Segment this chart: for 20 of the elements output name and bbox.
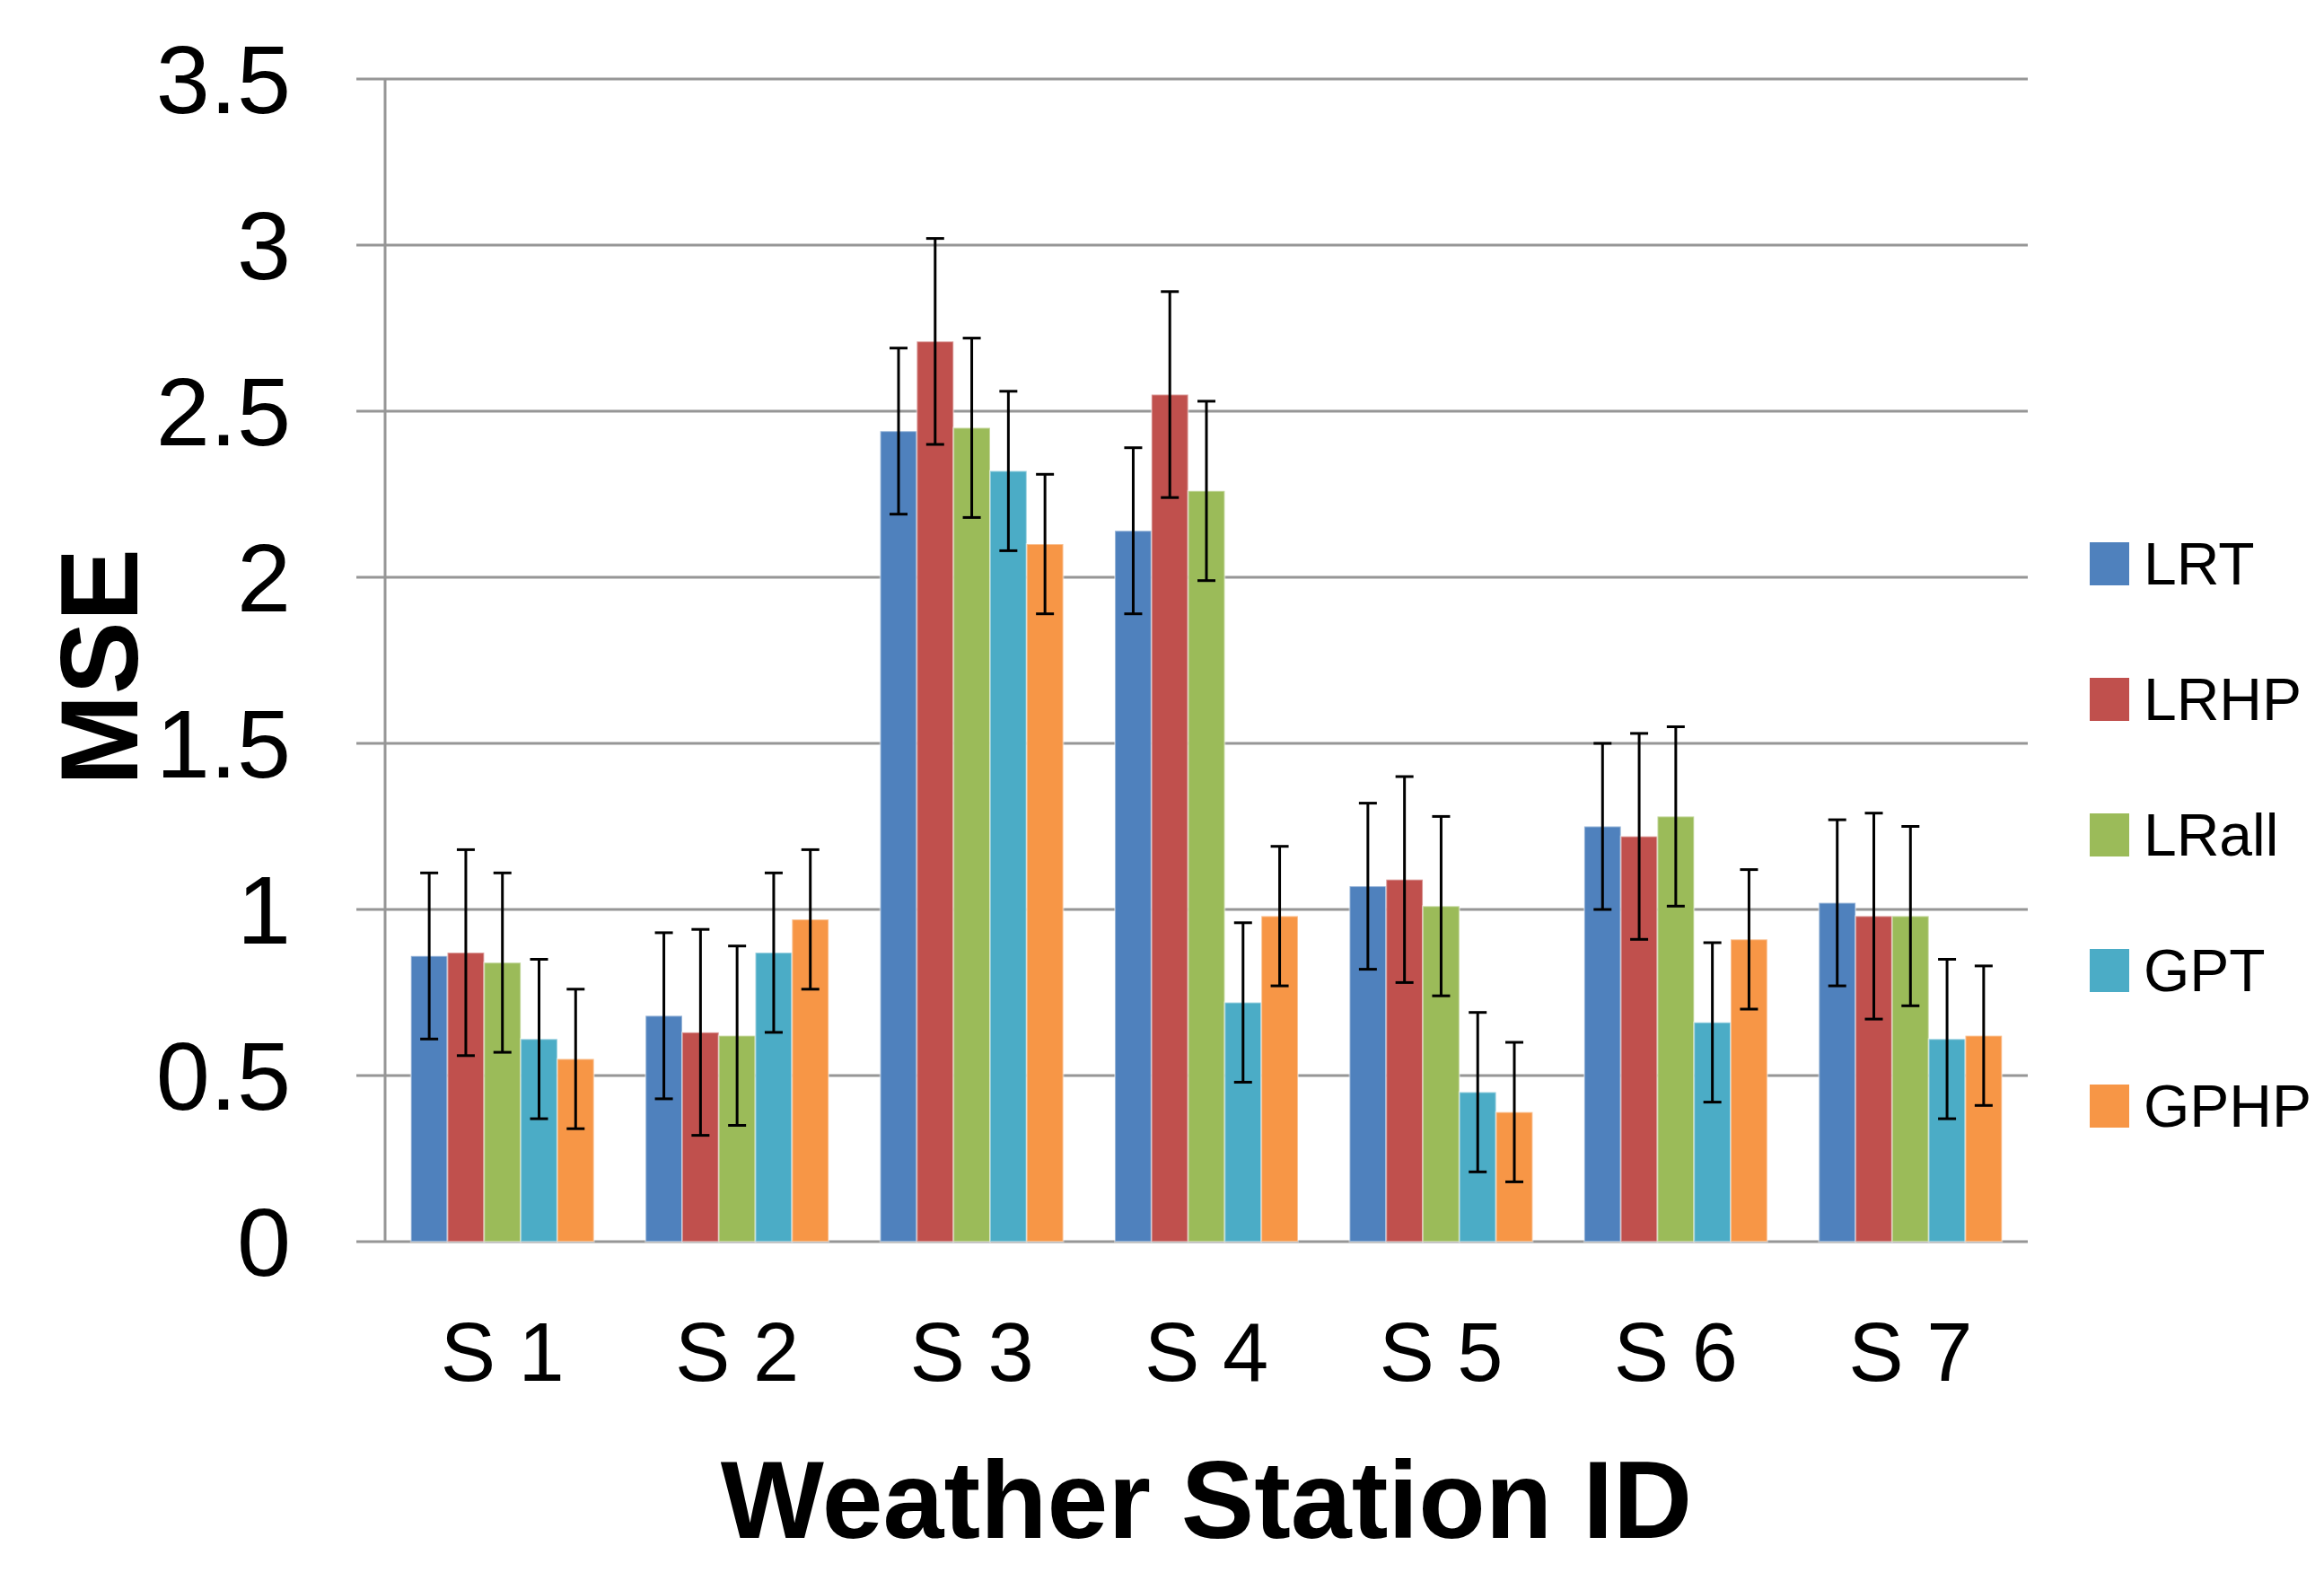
legend-label: LRT	[2144, 531, 2255, 597]
legend-label: LRall	[2144, 802, 2279, 868]
legend-label: LRHP	[2144, 666, 2302, 733]
y-tick-label: 3.5	[155, 24, 291, 134]
y-tick-label: 0	[236, 1187, 291, 1296]
x-tick-label: S 2	[675, 1306, 800, 1398]
legend-label: GPHP	[2144, 1073, 2312, 1139]
y-tick-label: 1	[236, 855, 291, 964]
y-tick-label: 0.5	[155, 1021, 291, 1130]
y-tick-label: 2	[236, 523, 291, 632]
y-tick-label: 2.5	[155, 356, 291, 466]
x-tick-label: S 4	[1144, 1306, 1269, 1398]
x-tick-label: S 1	[440, 1306, 565, 1398]
x-tick-label: S 5	[1379, 1306, 1504, 1398]
x-tick-label: S 6	[1613, 1306, 1738, 1398]
x-tick-label: S 3	[909, 1306, 1034, 1398]
legend-label: GPT	[2144, 937, 2266, 1004]
x-tick-label: S 7	[1848, 1306, 1973, 1398]
y-tick-label: 3	[236, 190, 291, 300]
x-axis-title: Weather Station ID	[720, 1439, 1693, 1561]
